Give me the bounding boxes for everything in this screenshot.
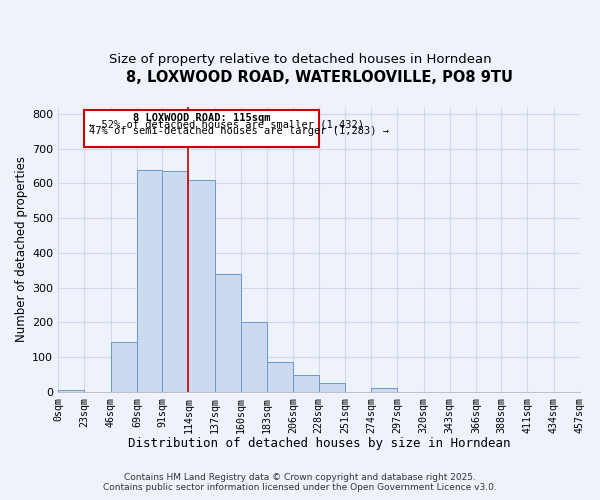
Text: Contains HM Land Registry data © Crown copyright and database right 2025.
Contai: Contains HM Land Registry data © Crown c… (103, 473, 497, 492)
Y-axis label: Number of detached properties: Number of detached properties (15, 156, 28, 342)
Text: Size of property relative to detached houses in Horndean: Size of property relative to detached ho… (109, 52, 491, 66)
Bar (58, 390, 85, 392)
Bar (371, 388, 397, 392)
Text: 47% of semi-detached houses are larger (1,283) →: 47% of semi-detached houses are larger (… (89, 126, 389, 136)
Text: 8 LOXWOOD ROAD: 115sqm: 8 LOXWOOD ROAD: 115sqm (133, 114, 270, 124)
Bar (215, 274, 241, 392)
Bar (110, 342, 137, 392)
Text: ← 52% of detached houses are smaller (1,432): ← 52% of detached houses are smaller (1,… (89, 120, 364, 130)
X-axis label: Distribution of detached houses by size in Horndean: Distribution of detached houses by size … (128, 437, 511, 450)
Bar (162, 172, 188, 392)
Bar (293, 374, 319, 392)
Bar (241, 322, 267, 392)
Bar (188, 180, 215, 392)
Title: 8, LOXWOOD ROAD, WATERLOOVILLE, PO8 9TU: 8, LOXWOOD ROAD, WATERLOOVILLE, PO8 9TU (125, 70, 512, 85)
Bar (319, 382, 345, 392)
Bar (267, 362, 293, 392)
Bar (137, 170, 162, 392)
FancyBboxPatch shape (85, 110, 319, 146)
